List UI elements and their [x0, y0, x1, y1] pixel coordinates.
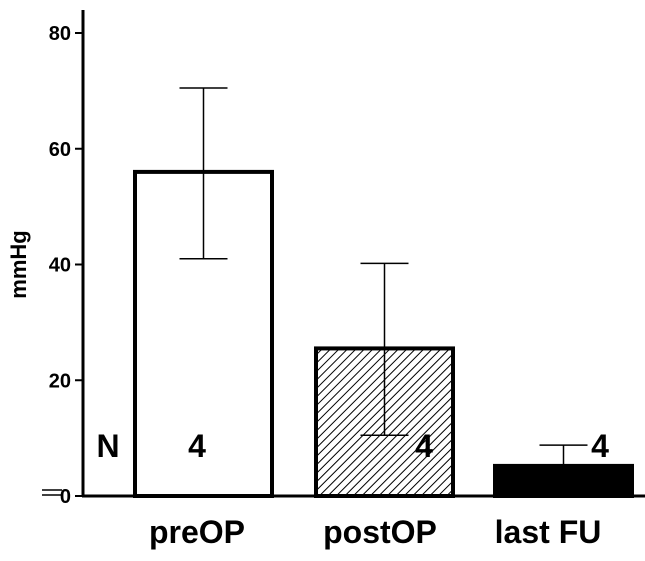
y-tick-label-20: 20 [49, 370, 71, 392]
n-label: N [96, 428, 119, 464]
x-category-label-postop: postOP [323, 514, 437, 550]
n-value-preop: 4 [188, 428, 206, 464]
y-tick-label-80: 80 [49, 23, 71, 45]
x-category-label-preop: preOP [149, 514, 245, 550]
n-value-postop: 4 [415, 428, 433, 464]
y-tick-label-40: 40 [49, 255, 71, 277]
y-axis-label: mmHg [6, 230, 31, 298]
y-tick-label-60: 60 [49, 139, 71, 161]
y-tick-label-0: 0 [60, 486, 71, 508]
n-value-last-fu: 4 [591, 428, 609, 464]
x-category-label-last-fu: last FU [495, 514, 602, 550]
error-bar-postop [360, 262, 409, 436]
bar-last-fu [493, 463, 634, 498]
error-bar-preop [179, 87, 228, 260]
error-bar-last-fu [539, 444, 588, 466]
